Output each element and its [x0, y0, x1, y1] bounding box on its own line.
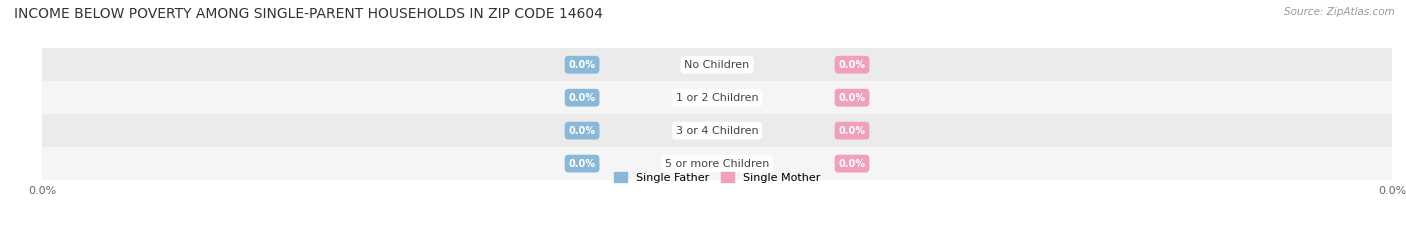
Text: No Children: No Children [685, 60, 749, 70]
Text: 0.0%: 0.0% [568, 126, 596, 136]
Text: 5 or more Children: 5 or more Children [665, 159, 769, 169]
Text: INCOME BELOW POVERTY AMONG SINGLE-PARENT HOUSEHOLDS IN ZIP CODE 14604: INCOME BELOW POVERTY AMONG SINGLE-PARENT… [14, 7, 603, 21]
Bar [42, 147, 1392, 180]
Text: 0.0%: 0.0% [838, 93, 866, 103]
Text: 0.0%: 0.0% [838, 126, 866, 136]
Text: 0.0%: 0.0% [838, 60, 866, 70]
Text: 1 or 2 Children: 1 or 2 Children [676, 93, 758, 103]
Text: Source: ZipAtlas.com: Source: ZipAtlas.com [1284, 7, 1395, 17]
Text: 3 or 4 Children: 3 or 4 Children [676, 126, 758, 136]
Text: 0.0%: 0.0% [568, 60, 596, 70]
Text: 0.0%: 0.0% [568, 93, 596, 103]
Legend: Single Father, Single Mother: Single Father, Single Mother [614, 172, 820, 183]
Bar [42, 48, 1392, 81]
Bar [42, 114, 1392, 147]
Text: 0.0%: 0.0% [568, 159, 596, 169]
Bar [42, 81, 1392, 114]
Text: 0.0%: 0.0% [838, 159, 866, 169]
